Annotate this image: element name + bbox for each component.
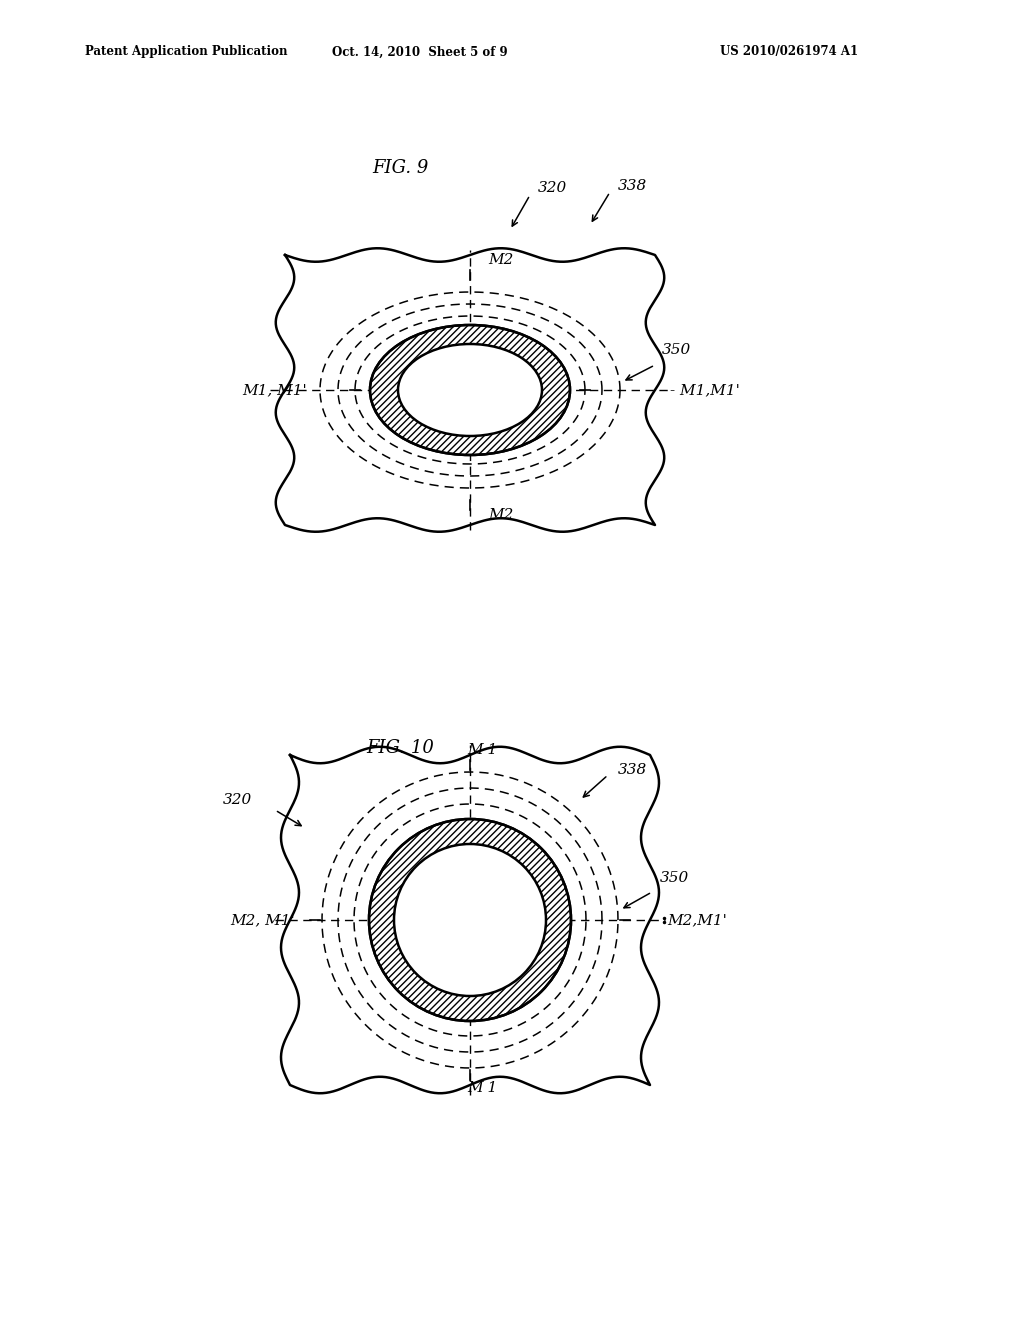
Ellipse shape [370,325,570,455]
Text: US 2010/0261974 A1: US 2010/0261974 A1 [720,45,858,58]
Text: 320: 320 [538,181,567,195]
Text: 350: 350 [660,871,689,884]
Text: 320: 320 [223,793,252,807]
Text: Patent Application Publication: Patent Application Publication [85,45,288,58]
Text: Oct. 14, 2010  Sheet 5 of 9: Oct. 14, 2010 Sheet 5 of 9 [332,45,508,58]
Text: M2: M2 [488,253,513,267]
Text: FIG. 9: FIG. 9 [372,158,428,177]
Text: - M1,M1': - M1,M1' [670,383,740,397]
Ellipse shape [398,345,542,436]
Text: 338: 338 [618,180,647,193]
Text: M2: M2 [488,508,513,521]
Text: M 1: M 1 [467,1081,497,1096]
Circle shape [369,818,571,1020]
Text: M2,M1': M2,M1' [667,913,727,927]
Text: M1, M1': M1, M1' [242,383,307,397]
Text: 350: 350 [662,343,691,356]
Text: 318: 318 [464,378,496,395]
Text: M2, M1': M2, M1' [230,913,295,927]
Text: M 1: M 1 [467,743,497,756]
Circle shape [394,843,546,997]
Text: 318: 318 [459,903,490,920]
Text: 338: 338 [618,763,647,777]
Text: FIG. 10: FIG. 10 [366,739,434,756]
